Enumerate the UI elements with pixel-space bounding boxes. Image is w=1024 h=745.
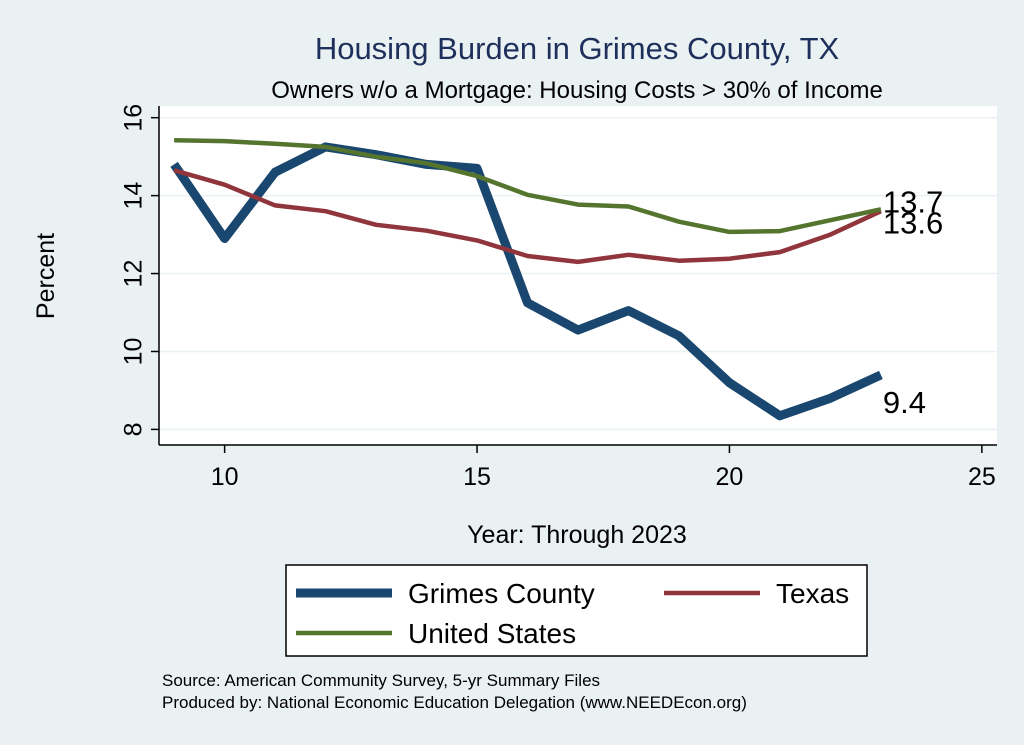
x-tick-label-10: 10 [211, 463, 239, 491]
y-tick-label-16: 16 [120, 104, 148, 132]
series-line-texas [173, 168, 882, 265]
x-tick-label-15: 15 [463, 463, 491, 491]
series-line-grimes-county [170, 142, 883, 421]
y-tick-label-10: 10 [120, 338, 148, 366]
series-lines [170, 138, 883, 421]
series-line-united-states [174, 138, 882, 235]
x-tick-label-25: 25 [968, 463, 996, 491]
y-tick-label-14: 14 [120, 182, 148, 210]
end-label-texas: 13.6 [883, 205, 943, 240]
produced-by-note: Produced by: National Economic Education… [162, 693, 747, 712]
legend-box [285, 564, 868, 657]
axes [151, 106, 997, 453]
x-axis-title: Year: Through 2023 [467, 521, 687, 549]
legend-label-grimes-county: Grimes County [408, 578, 595, 609]
chart-subtitle: Owners w/o a Mortgage: Housing Costs > 3… [271, 77, 883, 104]
y-tick-label-8: 8 [120, 422, 148, 436]
x-tick-label-20: 20 [716, 463, 744, 491]
tick-labels: 8 10 12 14 16 10 15 20 25 [120, 104, 996, 491]
plot-area [159, 106, 997, 445]
end-label-united-states: 13.7 [883, 184, 943, 219]
y-axis-title: Percent [32, 233, 60, 319]
source-note: Source: American Community Survey, 5-yr … [162, 671, 600, 690]
legend: Grimes County Texas United States [285, 564, 868, 657]
y-tick-label-12: 12 [120, 260, 148, 288]
end-label-grimes-county: 9.4 [883, 385, 926, 420]
chart-title: Housing Burden in Grimes County, TX [315, 31, 840, 66]
grid-lines [159, 116, 997, 431]
legend-label-united-states: United States [408, 618, 576, 649]
legend-entries: Grimes County Texas United States [296, 578, 849, 649]
end-labels: 9.4 13.613.7 [883, 184, 943, 420]
legend-label-texas: Texas [776, 578, 849, 609]
